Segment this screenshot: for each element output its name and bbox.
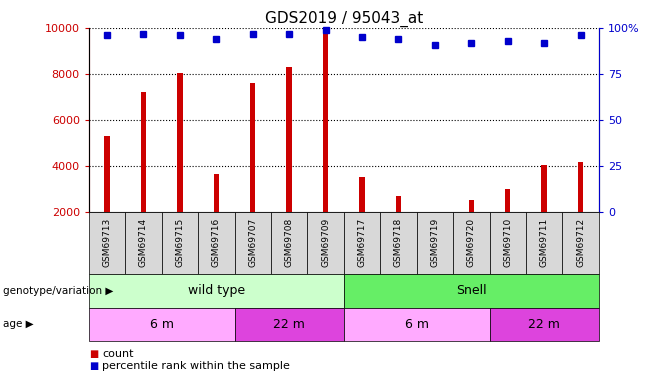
Text: 22 m: 22 m bbox=[273, 318, 305, 331]
Text: GSM69715: GSM69715 bbox=[176, 218, 184, 267]
Text: 6 m: 6 m bbox=[405, 318, 428, 331]
Text: GSM69711: GSM69711 bbox=[540, 218, 549, 267]
Bar bbox=[505, 189, 511, 258]
Text: GSM69719: GSM69719 bbox=[430, 218, 440, 267]
Text: GSM69707: GSM69707 bbox=[248, 218, 257, 267]
Text: GSM69718: GSM69718 bbox=[394, 218, 403, 267]
Bar bbox=[542, 165, 547, 258]
Bar bbox=[214, 174, 219, 258]
Text: GSM69709: GSM69709 bbox=[321, 218, 330, 267]
Text: genotype/variation ▶: genotype/variation ▶ bbox=[3, 286, 114, 296]
Title: GDS2019 / 95043_at: GDS2019 / 95043_at bbox=[265, 10, 423, 27]
Bar bbox=[578, 162, 583, 258]
Bar bbox=[105, 136, 110, 258]
Text: GSM69713: GSM69713 bbox=[103, 218, 112, 267]
Text: GSM69710: GSM69710 bbox=[503, 218, 512, 267]
Bar bbox=[250, 83, 255, 258]
Text: ■: ■ bbox=[89, 361, 98, 370]
Bar bbox=[286, 67, 292, 258]
Bar bbox=[432, 216, 438, 258]
Text: percentile rank within the sample: percentile rank within the sample bbox=[102, 361, 290, 370]
Text: age ▶: age ▶ bbox=[3, 320, 34, 329]
Bar bbox=[468, 200, 474, 258]
Text: GSM69717: GSM69717 bbox=[357, 218, 367, 267]
Bar bbox=[323, 33, 328, 258]
Bar bbox=[177, 73, 183, 258]
Text: GSM69712: GSM69712 bbox=[576, 218, 585, 267]
Bar bbox=[141, 93, 146, 258]
Text: ■: ■ bbox=[89, 350, 98, 359]
Bar bbox=[359, 177, 365, 258]
Text: GSM69720: GSM69720 bbox=[467, 218, 476, 267]
Text: 22 m: 22 m bbox=[528, 318, 560, 331]
Text: GSM69708: GSM69708 bbox=[285, 218, 293, 267]
Text: 6 m: 6 m bbox=[149, 318, 174, 331]
Text: GSM69716: GSM69716 bbox=[212, 218, 221, 267]
Text: GSM69714: GSM69714 bbox=[139, 218, 148, 267]
Text: count: count bbox=[102, 350, 134, 359]
Bar bbox=[395, 196, 401, 258]
Text: Snell: Snell bbox=[456, 284, 487, 297]
Text: wild type: wild type bbox=[188, 284, 245, 297]
